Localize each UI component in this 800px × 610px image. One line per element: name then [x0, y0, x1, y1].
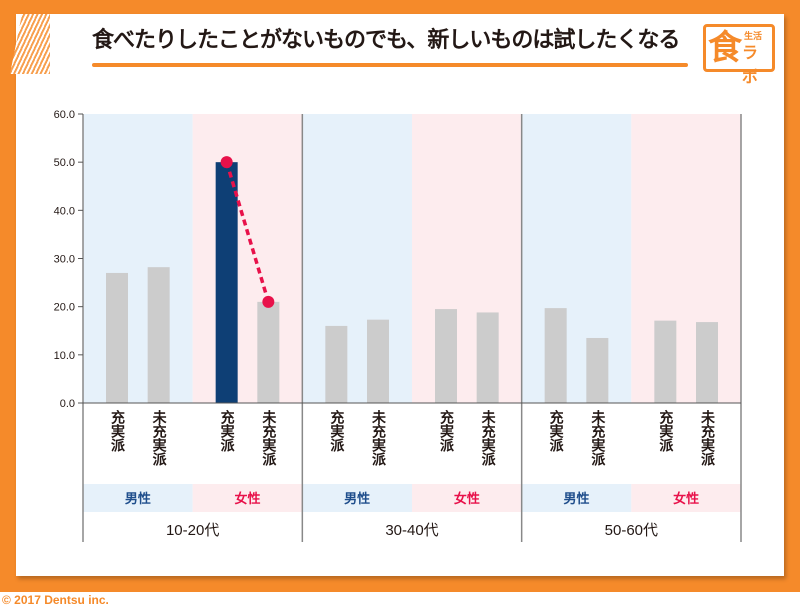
annotation-point — [220, 156, 233, 169]
category-label: 充実派 — [657, 410, 674, 452]
gender-label-background — [302, 484, 412, 512]
category-label: 充実派 — [218, 410, 235, 452]
gender-label-background — [521, 484, 632, 512]
gender-background — [302, 114, 412, 403]
y-tick-label: 10.0 — [54, 350, 75, 362]
title-underline — [92, 63, 688, 67]
gender-label-background — [192, 484, 303, 512]
annotation-point — [262, 295, 275, 308]
gender-label: 男性 — [344, 491, 370, 506]
bar — [215, 162, 238, 403]
gender-label-background — [631, 484, 741, 512]
gender-label: 男性 — [563, 491, 589, 506]
y-tick-label: 50.0 — [54, 157, 75, 169]
gender-background — [83, 114, 193, 403]
category-label: 未充実派 — [699, 410, 715, 466]
category-label: 充実派 — [437, 410, 454, 452]
bar — [105, 272, 128, 403]
logo: 食 生活 ラボ — [703, 24, 775, 86]
category-label: 充実派 — [547, 410, 564, 452]
bar — [586, 337, 609, 403]
bar — [325, 325, 348, 403]
gender-label: 女性 — [454, 491, 480, 506]
category-label: 未充実派 — [479, 410, 496, 466]
bar — [147, 267, 170, 403]
y-tick-label: 40.0 — [54, 205, 75, 217]
logo-main: 食 — [708, 28, 742, 68]
logo-sub1: 生活 — [744, 32, 763, 42]
gender-background — [521, 114, 632, 403]
y-tick-label: 60.0 — [54, 109, 75, 121]
gender-label: 女性 — [234, 491, 260, 506]
age-group-label: 10-20代 — [166, 522, 219, 539]
gender-background — [631, 114, 741, 403]
gender-background — [412, 114, 522, 403]
y-tick-label: 20.0 — [54, 302, 75, 314]
age-group-label: 30-40代 — [385, 522, 438, 539]
bar — [654, 320, 677, 403]
category-label: 未充実派 — [150, 410, 167, 466]
gender-label-background — [412, 484, 522, 512]
gender-label: 女性 — [673, 491, 699, 506]
y-tick-label: 0.0 — [60, 398, 75, 410]
gender-label-background — [83, 484, 193, 512]
bar — [696, 322, 719, 403]
bar — [257, 301, 280, 403]
bar — [544, 308, 567, 403]
page-title: 食べたりしたことがないものでも、新しいものは試したくなる — [92, 28, 680, 53]
annotation-dashed-line — [224, 161, 271, 303]
category-label: 未充実派 — [370, 410, 386, 466]
copyright: © 2017 Dentsu inc. — [2, 593, 109, 607]
bar — [367, 319, 390, 403]
bar — [434, 309, 457, 403]
logo-sub2: ラボ — [742, 43, 759, 86]
category-label: 充実派 — [328, 410, 345, 452]
y-tick-label: 30.0 — [54, 254, 75, 266]
gender-background — [192, 114, 303, 403]
category-label: 未充実派 — [260, 410, 277, 466]
age-group-label: 50-60代 — [605, 522, 658, 539]
category-label: 未充実派 — [589, 410, 606, 466]
gender-label: 男性 — [125, 491, 151, 506]
bar — [476, 312, 499, 403]
category-label: 充実派 — [108, 410, 125, 452]
